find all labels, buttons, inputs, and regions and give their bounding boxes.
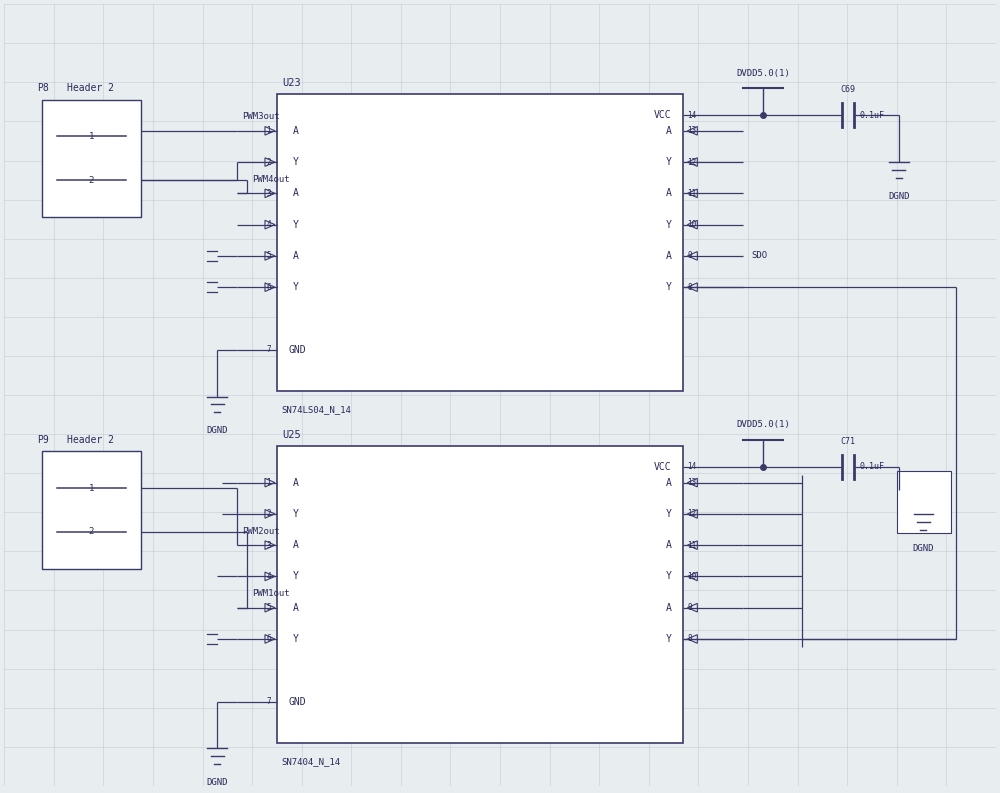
Text: 11: 11 bbox=[687, 189, 697, 198]
Bar bbox=[42, 451, 141, 569]
Text: 2: 2 bbox=[89, 527, 94, 536]
Text: P8: P8 bbox=[37, 83, 49, 94]
Text: DGND: DGND bbox=[207, 427, 228, 435]
Text: GND: GND bbox=[289, 696, 306, 707]
Text: 2: 2 bbox=[89, 175, 94, 185]
Text: 12: 12 bbox=[687, 509, 697, 519]
Text: A: A bbox=[666, 251, 672, 261]
Text: 1: 1 bbox=[266, 126, 271, 136]
Text: A: A bbox=[666, 477, 672, 488]
Text: 8: 8 bbox=[687, 634, 692, 643]
Text: 5: 5 bbox=[266, 603, 271, 612]
Text: Y: Y bbox=[293, 220, 299, 230]
Text: 5: 5 bbox=[266, 251, 271, 260]
Text: Y: Y bbox=[666, 282, 672, 292]
Text: 7: 7 bbox=[266, 345, 271, 354]
Text: A: A bbox=[293, 251, 299, 261]
Text: Y: Y bbox=[666, 634, 672, 644]
Text: Y: Y bbox=[666, 509, 672, 519]
Text: VCC: VCC bbox=[654, 110, 672, 121]
Text: 1: 1 bbox=[266, 478, 271, 487]
Text: 14: 14 bbox=[687, 462, 697, 472]
Text: PWM2out: PWM2out bbox=[242, 527, 280, 536]
Text: Y: Y bbox=[666, 220, 672, 230]
Text: 9: 9 bbox=[687, 603, 692, 612]
Text: 2: 2 bbox=[266, 509, 271, 519]
Text: DVDD5.0(1): DVDD5.0(1) bbox=[736, 420, 790, 430]
Text: 6: 6 bbox=[266, 282, 271, 292]
Text: 3: 3 bbox=[266, 541, 271, 550]
Text: U23: U23 bbox=[282, 78, 301, 88]
Text: 13: 13 bbox=[687, 478, 697, 487]
Text: 13: 13 bbox=[687, 126, 697, 136]
Text: A: A bbox=[666, 603, 672, 613]
Text: A: A bbox=[293, 189, 299, 198]
Text: 6: 6 bbox=[266, 634, 271, 643]
Bar bbox=[277, 446, 683, 743]
Text: DVDD5.0(1): DVDD5.0(1) bbox=[736, 69, 790, 78]
Text: SN7404_N_14: SN7404_N_14 bbox=[282, 757, 341, 766]
Text: 4: 4 bbox=[266, 572, 271, 581]
Text: Header 2: Header 2 bbox=[67, 83, 114, 94]
Text: Header 2: Header 2 bbox=[67, 435, 114, 445]
Bar bbox=[42, 100, 141, 216]
Text: 0.1uF: 0.1uF bbox=[860, 111, 885, 120]
Text: PWM1out: PWM1out bbox=[252, 589, 290, 598]
Text: PWM4out: PWM4out bbox=[252, 175, 290, 184]
Text: 12: 12 bbox=[687, 158, 697, 167]
Text: 0.1uF: 0.1uF bbox=[860, 462, 885, 472]
Text: U25: U25 bbox=[282, 430, 301, 439]
Text: Y: Y bbox=[293, 572, 299, 581]
Text: GND: GND bbox=[289, 345, 306, 354]
Text: Y: Y bbox=[293, 157, 299, 167]
Text: PWM3out: PWM3out bbox=[242, 113, 280, 121]
Text: DGND: DGND bbox=[913, 543, 934, 553]
Text: A: A bbox=[293, 126, 299, 136]
Text: A: A bbox=[666, 126, 672, 136]
Text: 1: 1 bbox=[89, 132, 94, 141]
Text: DGND: DGND bbox=[888, 192, 909, 201]
Text: A: A bbox=[666, 189, 672, 198]
Text: Y: Y bbox=[293, 282, 299, 292]
Text: 3: 3 bbox=[266, 189, 271, 198]
Text: A: A bbox=[293, 477, 299, 488]
Text: Y: Y bbox=[293, 509, 299, 519]
Text: A: A bbox=[293, 540, 299, 550]
Text: 11: 11 bbox=[687, 541, 697, 550]
Text: SN74LS04_N_14: SN74LS04_N_14 bbox=[282, 405, 352, 414]
Text: DGND: DGND bbox=[207, 778, 228, 787]
Text: P9: P9 bbox=[37, 435, 49, 445]
Bar bbox=[897, 471, 951, 534]
Text: VCC: VCC bbox=[654, 462, 672, 472]
Text: A: A bbox=[666, 540, 672, 550]
Text: 10: 10 bbox=[687, 220, 697, 229]
Text: Y: Y bbox=[666, 572, 672, 581]
Text: C69: C69 bbox=[841, 85, 856, 94]
Bar bbox=[277, 94, 683, 391]
Text: 10: 10 bbox=[687, 572, 697, 581]
Text: 14: 14 bbox=[687, 111, 697, 120]
Text: Y: Y bbox=[293, 634, 299, 644]
Text: 8: 8 bbox=[687, 282, 692, 292]
Text: 4: 4 bbox=[266, 220, 271, 229]
Text: 2: 2 bbox=[266, 158, 271, 167]
Text: SDO: SDO bbox=[751, 251, 767, 260]
Text: C71: C71 bbox=[841, 437, 856, 446]
Text: 1: 1 bbox=[89, 484, 94, 492]
Text: 9: 9 bbox=[687, 251, 692, 260]
Text: Y: Y bbox=[666, 157, 672, 167]
Text: 7: 7 bbox=[266, 697, 271, 706]
Text: A: A bbox=[293, 603, 299, 613]
